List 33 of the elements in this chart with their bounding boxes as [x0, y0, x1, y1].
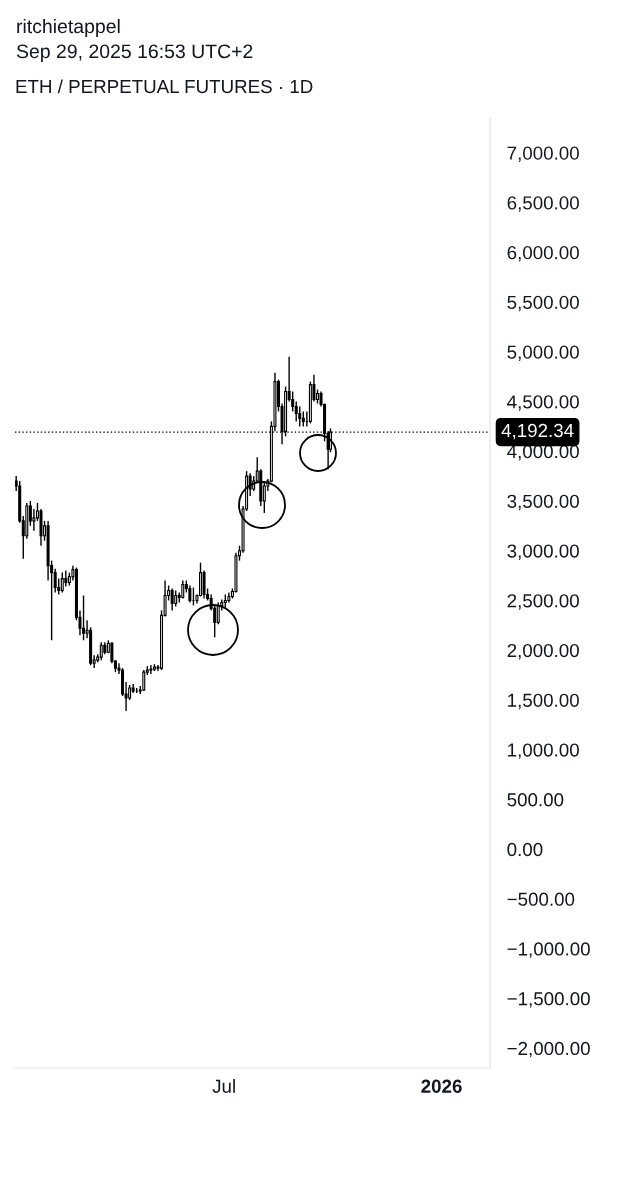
y-tick-label: 6,000.00	[507, 245, 579, 262]
candlestick	[170, 587, 174, 612]
y-tick-label: 3,500.00	[507, 494, 579, 511]
x-tick-label: 2026	[421, 1079, 462, 1093]
y-tick-label: 1,500.00	[508, 693, 579, 710]
y-tick-label: −2,000.00	[507, 1041, 590, 1058]
y-tick-label: 500.00	[507, 793, 564, 807]
candlestick	[142, 669, 146, 692]
y-tick-label: 7,000.00	[507, 146, 579, 163]
y-tick-label: 5,000.00	[507, 345, 579, 361]
y-tick-label: 1,000.00	[508, 743, 579, 759]
x-tick-label: Jul	[212, 1079, 235, 1093]
y-tick-label: −1,500.00	[507, 992, 590, 1008]
candlestick	[149, 664, 153, 675]
chart-title: ETH / PERPETUAL FUTURES · 1D	[16, 79, 313, 94]
ref-line-label: 4,192.34	[501, 423, 574, 440]
y-tick-label: 4,500.00	[507, 395, 579, 411]
y-tick-label: 3,000.00	[507, 544, 579, 560]
text: Sep 29, 2025 16:53 UTC+2	[16, 44, 253, 63]
candlestick	[315, 388, 319, 405]
y-tick-label: −500.00	[507, 892, 575, 906]
candlestick	[53, 567, 57, 594]
y-tick-label: −1,000.00	[507, 942, 590, 958]
y-tick-label: 6,500.00	[507, 196, 579, 212]
text: ritchietappel	[17, 18, 120, 38]
candlestick	[82, 594, 86, 641]
y-tick-label: 2,500.00	[507, 594, 579, 610]
candlestick	[294, 400, 298, 423]
candlestick	[202, 569, 206, 600]
y-tick-label: 5,500.00	[507, 295, 579, 312]
candlestick	[64, 569, 68, 588]
y-tick-label: 2,000.00	[507, 643, 579, 660]
y-tick-label: 0.00	[507, 842, 543, 857]
